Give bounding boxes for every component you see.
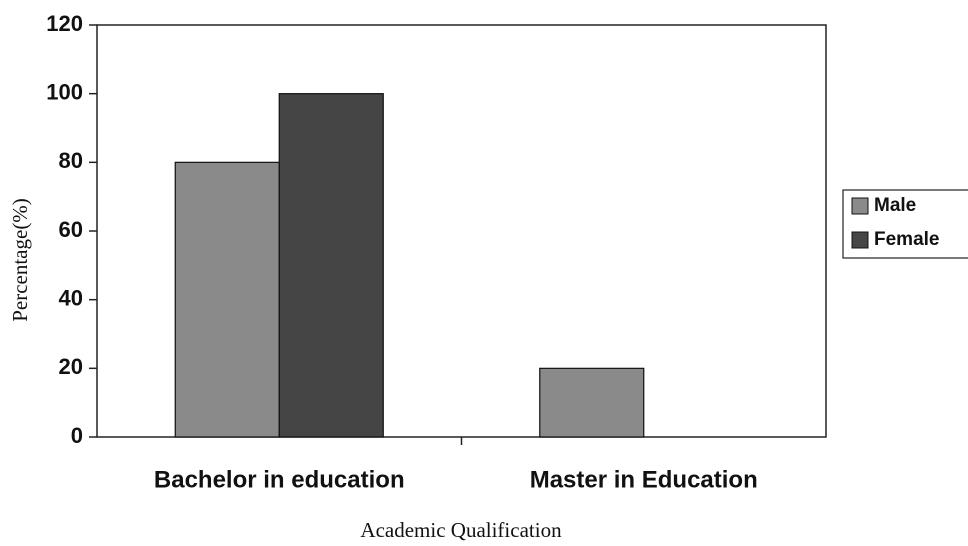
legend-swatch: [851, 231, 869, 249]
y-tick-label: 60: [59, 217, 83, 242]
y-tick-label: 100: [46, 79, 83, 104]
y-tick-label: 0: [71, 423, 83, 448]
legend-label: Male: [874, 195, 916, 216]
bar: [278, 93, 384, 438]
y-tick-label: 20: [59, 354, 83, 379]
y-axis-label: Percentage(%): [8, 198, 32, 322]
y-tick-label: 120: [46, 11, 83, 36]
bar: [174, 161, 280, 438]
legend-swatch: [851, 197, 869, 215]
legend-label: Female: [874, 229, 939, 250]
x-tick-label: Bachelor in education: [154, 466, 405, 493]
bar: [539, 367, 645, 438]
x-axis-label: Academic Qualification: [360, 518, 562, 542]
y-tick-label: 80: [59, 148, 83, 173]
y-tick-label: 40: [59, 285, 83, 310]
x-tick-label: Master in Education: [530, 466, 758, 493]
